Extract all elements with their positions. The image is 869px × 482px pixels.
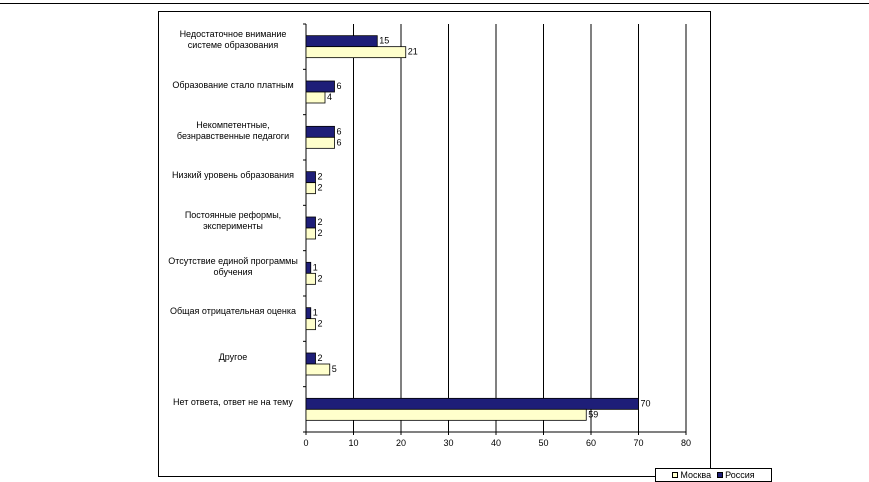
legend-item-moscow: Москва <box>672 469 711 481</box>
data-label-russia: 2 <box>318 217 323 227</box>
x-tick-label: 70 <box>633 438 643 448</box>
category-label: Некомпетентные, безнравственные педагоги <box>176 119 290 141</box>
data-label-russia: 2 <box>318 172 323 182</box>
data-label-russia: 1 <box>313 308 318 318</box>
x-tick-label: 80 <box>681 438 691 448</box>
data-label-moscow: 59 <box>588 409 598 419</box>
bar-moscow <box>305 182 316 195</box>
data-label-russia: 6 <box>337 81 342 91</box>
bar-moscow <box>305 363 331 376</box>
bar-russia <box>305 397 639 410</box>
category-label: Отсутствие единой программы обучения <box>168 255 298 277</box>
bar-moscow <box>305 46 407 59</box>
bar-moscow <box>305 408 587 421</box>
legend-swatch-moscow <box>672 472 679 478</box>
legend-swatch-russia <box>717 472 724 478</box>
category-label: Недостаточное внимание системе образован… <box>179 28 287 50</box>
data-label-moscow: 2 <box>318 183 323 193</box>
x-tick-label: 30 <box>443 438 453 448</box>
legend-label-moscow: Москва <box>680 470 712 480</box>
x-tick-label: 40 <box>491 438 501 448</box>
data-label-russia: 70 <box>641 398 651 408</box>
x-tick-label: 10 <box>348 438 358 448</box>
legend: Москва Россия <box>655 468 772 482</box>
bar-russia <box>305 35 378 48</box>
x-tick-label: 60 <box>586 438 596 448</box>
bar-russia <box>305 125 335 138</box>
x-tick-label: 0 <box>303 438 308 448</box>
category-label: Постоянные реформы, эксперименты <box>184 210 282 232</box>
bar-russia <box>305 352 316 365</box>
data-label-moscow: 5 <box>332 364 337 374</box>
data-label-moscow: 6 <box>337 137 342 147</box>
bar-moscow <box>305 136 335 149</box>
bar-russia <box>305 261 312 274</box>
category-label: Низкий уровень образования <box>171 170 295 181</box>
data-label-russia: 1 <box>313 262 318 272</box>
bar-russia <box>305 307 312 320</box>
legend-label-russia: Россия <box>725 470 755 480</box>
data-label-moscow: 4 <box>327 92 332 102</box>
bar-russia <box>305 216 316 229</box>
data-label-moscow: 21 <box>408 47 418 57</box>
legend-item-russia: Россия <box>717 469 755 481</box>
bar-russia <box>305 171 316 184</box>
bar-russia <box>305 80 335 93</box>
bar-moscow <box>305 91 326 104</box>
data-label-moscow: 2 <box>318 273 323 283</box>
x-tick-label: 20 <box>396 438 406 448</box>
category-label: Общая отрицательная оценка <box>169 306 297 317</box>
chart-frame: 0 10 20 30 40 50 60 70 80 15 21 6 4 6 6 2 2 2 2 1 2 1 2 2 5 70 59 … <box>158 11 772 482</box>
data-label-moscow: 2 <box>318 228 323 238</box>
category-label: Образование стало платным <box>172 79 294 90</box>
data-label-moscow: 2 <box>318 319 323 329</box>
bar-moscow <box>305 318 316 331</box>
data-label-russia: 15 <box>379 36 389 46</box>
bar-moscow <box>305 227 316 240</box>
category-label: Нет ответа, ответ не на тему <box>173 397 293 408</box>
bar-moscow <box>305 272 316 285</box>
top-rule <box>0 3 869 4</box>
data-label-russia: 2 <box>318 353 323 363</box>
x-tick-label: 50 <box>538 438 548 448</box>
data-label-russia: 6 <box>337 126 342 136</box>
category-label: Другое <box>218 351 248 362</box>
